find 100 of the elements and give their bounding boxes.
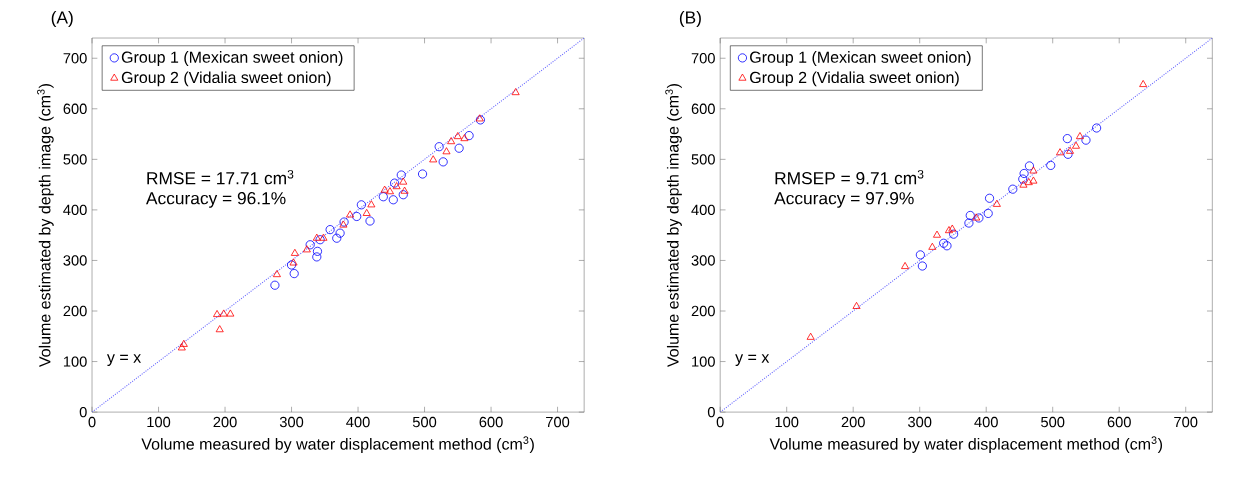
point [917,261,927,271]
point [429,155,438,163]
point [213,309,222,317]
annotation: Accuracy = 97.9% [774,192,914,208]
point [806,332,815,340]
point [226,309,235,317]
point [985,193,995,203]
point [1072,141,1080,149]
chart-title: (A) [51,10,73,28]
point [418,169,428,179]
point [983,208,993,218]
point [302,245,311,253]
point [215,325,224,333]
x-tick-label: 300 [279,416,304,428]
point [965,210,975,220]
point [399,177,408,185]
point [287,260,297,270]
point [352,211,362,221]
point [1008,184,1018,194]
point [312,252,322,262]
y-tick-label: 500 [63,154,87,165]
y-tick-label: 0 [707,406,715,418]
point [1076,132,1084,139]
y-tick-label: 100 [692,356,715,367]
y-axis-title: Volume estimated by depth image (cm$^{3}$) [37,83,54,368]
point [1139,79,1148,87]
point [1024,178,1033,185]
point [378,192,388,202]
x-tick-label: 0 [88,416,96,428]
y-tick-label: 200 [691,305,715,317]
point [1056,148,1065,156]
chart-title: (B) [679,10,701,28]
point [915,250,925,260]
y-tick-label: 600 [691,103,715,114]
point [335,228,345,238]
point [438,157,448,167]
point [1019,168,1029,178]
legend-label: Group 2 (Vidalia sweet onion) [121,71,331,87]
point [388,195,398,205]
point [219,309,228,317]
series-label: y = x [106,354,141,366]
point [1018,174,1028,184]
point [1063,149,1073,159]
point [390,178,400,188]
point [398,190,408,200]
point [454,143,464,153]
point [453,132,462,139]
point [315,235,325,245]
x-tick-label: 100 [775,416,799,428]
y-tick-label: 300 [691,255,715,266]
point [1066,146,1074,154]
point [346,210,355,218]
point [948,224,957,232]
x-tick-label: 100 [147,416,171,428]
y-tick-label: 300 [63,255,87,266]
legend-label: Group 1 (Mexican sweet onion) [750,51,971,66]
point [1029,166,1038,174]
point [325,225,335,235]
series-label: y = x [735,354,770,366]
y-axis-title: Volume estimated by depth image (cm$^{3}$) [665,83,682,368]
y-tick-label: 400 [63,204,87,216]
x-tick-label: 400 [346,416,370,428]
x-tick-label: 700 [546,416,570,428]
legend-label: Group 1 (Mexican sweet onion) [121,51,343,66]
x-tick-label: 400 [974,416,998,428]
point [272,270,281,278]
point [434,142,444,152]
point [1092,123,1102,133]
point [447,137,456,145]
point [367,200,376,208]
x-tick-label: 0 [716,416,724,428]
x-tick-label: 200 [213,416,237,428]
point [177,343,186,351]
point [1019,180,1028,188]
point [992,199,1001,207]
point [1062,134,1072,144]
annotation: RMSE = 17.71 cm$^{3}$ [147,169,294,185]
y-tick-label: 0 [79,406,87,418]
x-axis-title: Volume measured by water displacement method (cm$^{3}$) [769,436,1163,453]
y-tick-label: 700 [691,53,715,64]
point [380,185,389,193]
y-tick-label: 200 [63,305,87,317]
y-tick-label: 400 [691,204,715,216]
point [319,233,328,241]
x-tick-label: 600 [1107,416,1131,428]
x-axis-title: Volume measured by water displacement method (cm$^{3}$) [141,436,534,453]
point [933,230,941,238]
x-tick-label: 600 [479,416,503,428]
point [289,258,298,266]
point [289,268,299,279]
point [964,218,974,228]
point [356,200,366,210]
point [944,226,953,234]
x-tick-label: 200 [841,416,865,428]
x-tick-label: 300 [908,416,932,428]
y-tick-label: 100 [63,356,87,367]
point [464,130,474,141]
y-tick-label: 700 [63,53,87,64]
point [362,208,371,216]
y-tick-label: 500 [691,154,715,165]
